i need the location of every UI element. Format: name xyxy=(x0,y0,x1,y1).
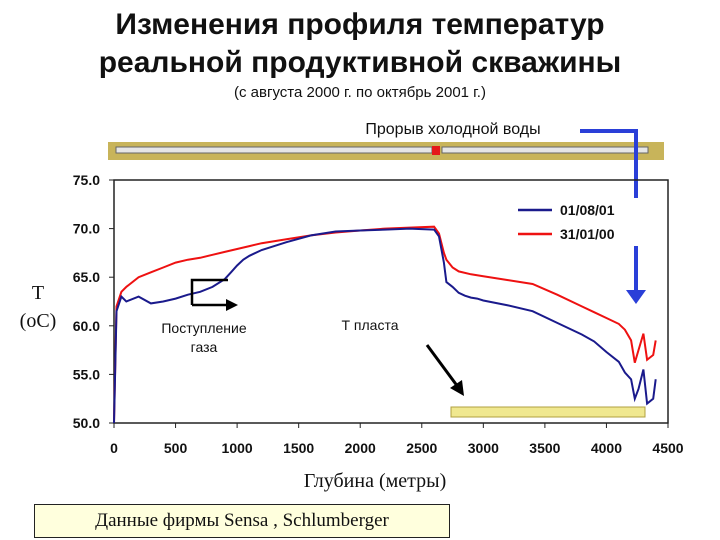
x-axis-label: Глубина (метры) xyxy=(303,470,447,492)
y-axis-ticks: 50.0 55.0 60.0 65.0 70.0 75.0 xyxy=(73,172,114,431)
tubing-segment-right xyxy=(441,146,649,154)
chart-subtitle: (с августа 2000 г. по октябрь 2001 г.) xyxy=(234,84,486,101)
formation-temp-label: Т пласта xyxy=(341,317,398,333)
gas-inflow-bracket xyxy=(190,278,228,305)
series-line-01-08-01 xyxy=(113,227,657,424)
y-tick-label: 60.0 xyxy=(73,318,100,334)
y-tick-label: 65.0 xyxy=(73,269,100,285)
x-tick-label: 1500 xyxy=(283,440,314,456)
gas-inflow-label-1: Поступление xyxy=(161,320,247,336)
formation-arrowhead xyxy=(450,380,464,396)
breakthrough-arrowhead xyxy=(626,290,646,304)
x-tick-label: 2000 xyxy=(345,440,376,456)
x-tick-label: 2500 xyxy=(406,440,437,456)
x-tick-label: 500 xyxy=(164,440,188,456)
y-tick-label: 55.0 xyxy=(73,366,100,382)
tubing-marker xyxy=(432,146,440,155)
gas-inflow-label-2: газа xyxy=(191,339,218,355)
title-line-1: Изменения профиля температур xyxy=(115,8,605,41)
legend-label-31-01-00: 31/01/00 xyxy=(560,226,615,242)
x-tick-label: 4000 xyxy=(591,440,622,456)
x-tick-label: 3000 xyxy=(468,440,499,456)
plot-frame xyxy=(113,179,669,424)
y-tick-label: 50.0 xyxy=(73,415,100,431)
formation-interval-bar xyxy=(450,406,646,418)
x-tick-label: 1000 xyxy=(222,440,253,456)
breakthrough-label: Прорыв холодной воды xyxy=(326,120,580,140)
series-line-31-01-00 xyxy=(113,225,657,424)
legend-label-01-08-01: 01/08/01 xyxy=(560,202,615,218)
y-tick-label: 75.0 xyxy=(73,172,100,188)
chart-title: Изменения профиля температур реальной пр… xyxy=(0,6,720,82)
gas-inflow-arrowhead xyxy=(226,299,238,311)
x-tick-label: 3500 xyxy=(529,440,560,456)
y-axis-label-2: (oC) xyxy=(19,310,57,332)
x-tick-label: 4500 xyxy=(652,440,683,456)
formation-arrow xyxy=(425,344,460,388)
y-axis-label-1: T xyxy=(31,282,45,304)
x-tick-label: 0 xyxy=(110,440,118,456)
x-axis-ticks: 0 500 1000 1500 2000 2500 3000 3500 4000 4500 xyxy=(110,423,684,456)
title-line-2: реальной продуктивной скважины xyxy=(98,46,622,79)
legend: 01/08/01 31/01/00 xyxy=(512,198,638,246)
tubing-segment-left xyxy=(115,146,433,154)
legend-box xyxy=(512,198,638,246)
source-box: Данные фирмы Sensa , Schlumberger xyxy=(34,504,450,538)
y-tick-label: 70.0 xyxy=(73,221,100,237)
